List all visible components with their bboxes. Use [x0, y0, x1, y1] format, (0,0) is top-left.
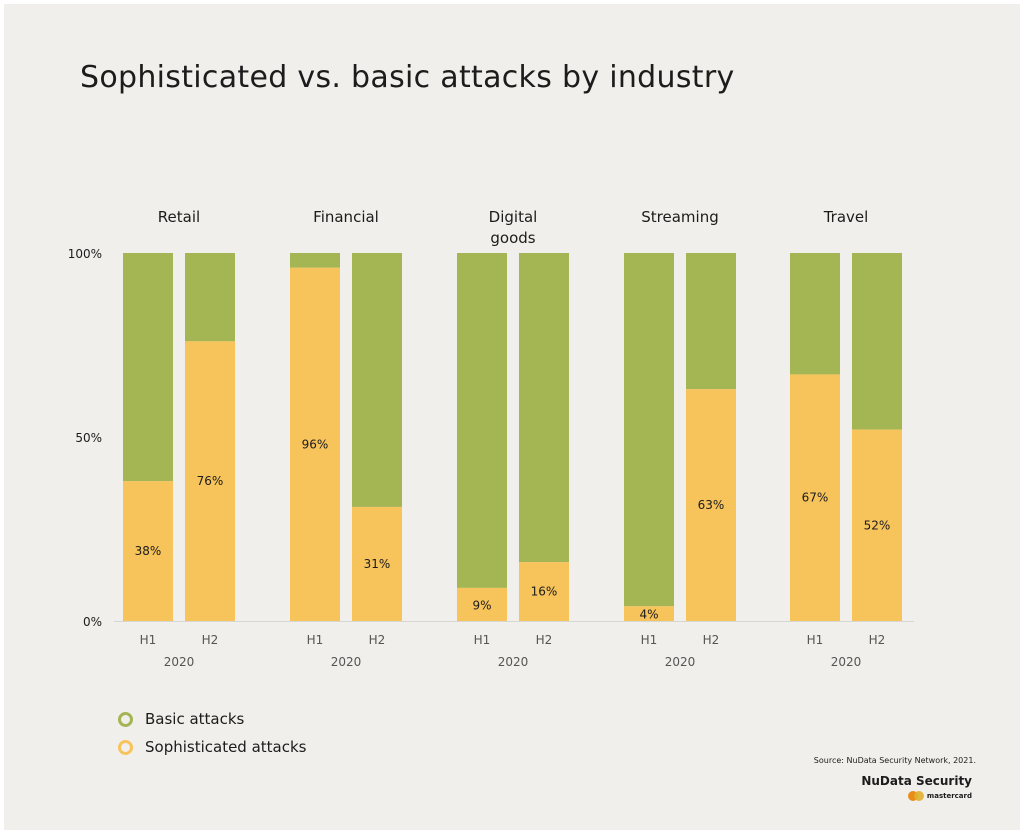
year-label: 2020 — [164, 655, 195, 669]
x-tick-label: H2 — [536, 633, 553, 647]
data-label: 76% — [197, 474, 224, 488]
legend-item-sophisticated: Sophisticated attacks — [118, 736, 307, 758]
bar-basic-travel-h1 — [790, 253, 840, 375]
data-label: 31% — [364, 557, 391, 571]
stacked-bar-chart: 100% 50% 0% Retail 38% H1 76% H2 2020 Financial 96… — [68, 208, 914, 669]
brand-sub: mastercard — [861, 791, 972, 801]
bar-basic-retail-h2 — [185, 253, 235, 342]
x-tick-label: H2 — [369, 633, 386, 647]
brand-name: NuData Security — [861, 774, 972, 788]
group-label-streaming: Streaming — [641, 208, 718, 226]
legend-label-basic: Basic attacks — [145, 710, 245, 728]
y-tick-label: 0% — [83, 615, 102, 629]
x-tick-label: H1 — [307, 633, 324, 647]
x-tick-label: H1 — [641, 633, 658, 647]
data-label: 16% — [531, 585, 558, 599]
x-tick-label: H2 — [703, 633, 720, 647]
group-label-retail: Retail — [158, 208, 200, 226]
legend-marker-basic — [118, 711, 133, 727]
data-label: 63% — [698, 498, 725, 512]
bar-basic-streaming-h2 — [686, 253, 736, 390]
x-tick-label: H2 — [869, 633, 886, 647]
bar-sophisticated-streaming-h1 — [624, 606, 674, 621]
mastercard-circles-icon — [907, 791, 924, 801]
bar-sophisticated-digital-goods-h1 — [457, 587, 507, 621]
legend: Basic attacks Sophisticated attacks — [118, 708, 307, 764]
year-label: 2020 — [331, 655, 362, 669]
bar-basic-digital-goods-h2 — [519, 253, 569, 563]
x-tick-label: H2 — [202, 633, 219, 647]
bar-basic-retail-h1 — [123, 253, 173, 482]
year-label: 2020 — [665, 655, 696, 669]
bar-sophisticated-travel-h2 — [852, 429, 902, 621]
data-label: 4% — [639, 608, 658, 622]
group-label-travel: Travel — [823, 208, 869, 226]
data-label: 96% — [302, 437, 329, 451]
data-label: 67% — [802, 491, 829, 505]
group-label-digital-goods: Digital — [489, 208, 538, 226]
bar-sophisticated-financial-h1 — [290, 267, 340, 621]
legend-marker-sophisticated — [118, 739, 133, 755]
bar-sophisticated-travel-h1 — [790, 374, 840, 621]
x-tick-label: H1 — [807, 633, 824, 647]
data-label: 52% — [864, 518, 891, 532]
bar-basic-digital-goods-h1 — [457, 253, 507, 588]
bar-sophisticated-retail-h2 — [185, 341, 235, 621]
bar-basic-financial-h1 — [290, 253, 340, 268]
bar-basic-streaming-h1 — [624, 253, 674, 607]
x-tick-label: H1 — [140, 633, 157, 647]
year-label: 2020 — [498, 655, 529, 669]
brand-logo: NuData Security mastercard — [861, 774, 972, 801]
chart-card: Sophisticated vs. basic attacks by indus… — [4, 4, 1020, 830]
x-tick-label: H1 — [474, 633, 491, 647]
source-note: Source: NuData Security Network, 2021. — [813, 756, 976, 765]
legend-item-basic: Basic attacks — [118, 708, 307, 730]
brand-sub-label: mastercard — [926, 792, 972, 800]
bar-basic-travel-h2 — [852, 253, 902, 430]
year-label: 2020 — [831, 655, 862, 669]
bar-basic-financial-h2 — [352, 253, 402, 507]
chart-title: Sophisticated vs. basic attacks by indus… — [80, 60, 735, 95]
bar-sophisticated-retail-h1 — [123, 481, 173, 621]
group-label-digital-goods: goods — [490, 229, 535, 247]
y-tick-label: 50% — [75, 431, 102, 445]
bar-sophisticated-streaming-h2 — [686, 389, 736, 621]
data-label: 38% — [135, 544, 162, 558]
bar-sophisticated-financial-h2 — [352, 506, 402, 621]
y-tick-label: 100% — [68, 247, 102, 261]
legend-label-sophisticated: Sophisticated attacks — [145, 738, 307, 756]
bar-sophisticated-digital-goods-h2 — [519, 562, 569, 621]
group-label-financial: Financial — [313, 208, 379, 226]
data-label: 9% — [472, 598, 491, 612]
